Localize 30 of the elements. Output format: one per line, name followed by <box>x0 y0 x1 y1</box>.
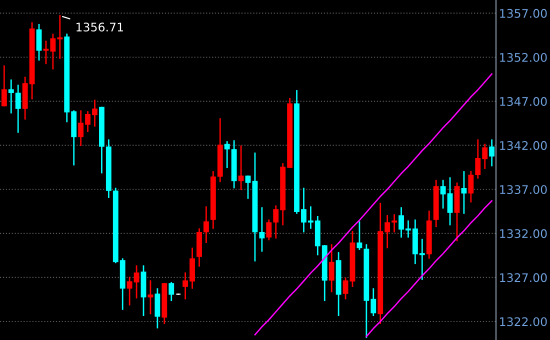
candlestick <box>392 214 398 232</box>
candlestick <box>168 282 174 302</box>
candlestick <box>461 171 467 214</box>
candlestick <box>259 207 265 252</box>
candlestick <box>8 79 14 114</box>
candlestick <box>266 220 272 240</box>
candlestick <box>36 24 42 61</box>
candlestick <box>148 280 154 314</box>
y-tick-label: 1322.00 <box>500 317 547 326</box>
annotation: 1356.71 <box>76 22 123 32</box>
candlestick <box>203 206 209 243</box>
y-tick-label: 1352.00 <box>500 52 547 62</box>
candlestick <box>238 146 244 190</box>
candlestick <box>196 228 202 267</box>
y-tick-label: 1342.00 <box>500 141 547 150</box>
candlestick <box>489 139 495 166</box>
candlestick <box>328 244 334 292</box>
candlestick <box>245 175 251 199</box>
line-series <box>366 200 493 338</box>
y-tick-label: 1337.00 <box>500 185 547 194</box>
y-tick-label: 1327.00 <box>500 273 547 282</box>
candlestick <box>1 65 7 106</box>
candlestick <box>15 84 21 133</box>
y-tick-label: 1357.00 <box>500 8 547 18</box>
candlestick <box>342 278 348 300</box>
candlestick <box>154 288 160 328</box>
candlestick <box>356 221 362 250</box>
line-series <box>254 73 493 336</box>
y-tick-label: 1347.00 <box>500 97 547 106</box>
y-tick-label: 1332.00 <box>500 229 547 238</box>
